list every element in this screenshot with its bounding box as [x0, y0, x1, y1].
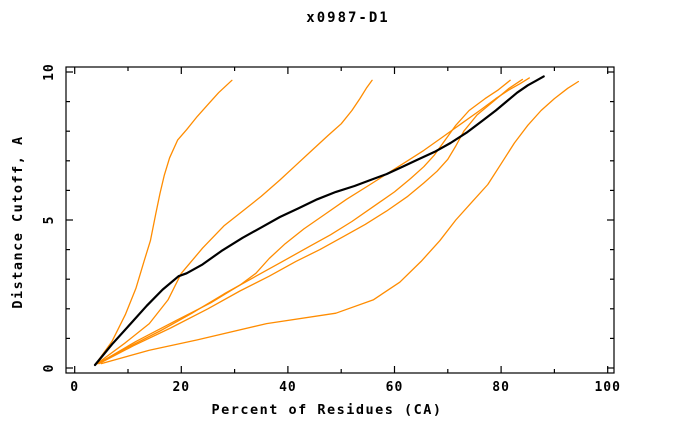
plot-frame [65, 66, 615, 374]
tick-label: 0 [42, 364, 57, 373]
curve-black-reference-curve [93, 75, 545, 367]
y-axis-label: Distance Cutoff, A [10, 135, 26, 308]
tick-label: 40 [279, 380, 297, 395]
axis-ticks [66, 67, 614, 373]
curve-orange-curve-5 [98, 78, 524, 365]
axis-tick-labels: 0 20 40 60 80 100 0 5 10 [42, 63, 620, 395]
tick-label: 0 [70, 380, 79, 395]
tick-label: 80 [492, 380, 510, 395]
curve-orange-curve-1 [95, 79, 233, 365]
curve-orange-curve-3 [97, 77, 530, 365]
curve-orange-curve-4 [96, 79, 511, 365]
x-axis-label: Percent of Residues (CA) [211, 402, 442, 418]
tick-label: 20 [172, 380, 190, 395]
curve-orange-curve-6 [100, 80, 580, 365]
tick-label: 60 [386, 380, 404, 395]
tick-label: 100 [594, 380, 620, 395]
curve-orange-curve-2 [96, 79, 373, 365]
tick-label: 5 [42, 216, 57, 225]
tick-label: 10 [42, 63, 57, 81]
curves-group [93, 75, 580, 367]
chart-title: x0987-D1 [306, 10, 389, 26]
